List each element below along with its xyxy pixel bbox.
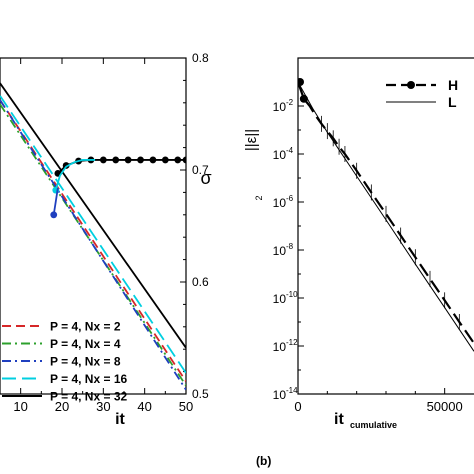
x-axis-label-a: it xyxy=(115,411,125,428)
legend-label-b: H xyxy=(448,77,458,93)
sigma-marker-a xyxy=(137,156,144,164)
y-tick-label-b: 10 xyxy=(273,196,287,210)
y-axis-subscript-b: 2 xyxy=(254,195,264,200)
x-tick-label-a: 30 xyxy=(96,399,110,414)
legend-a: P = 4, Nx = 2 P = 4, Nx = 4 P = 4, Nx = 8 P… xyxy=(2,320,127,404)
x-tick-label-b: 0 xyxy=(294,399,301,414)
series-marker-b xyxy=(298,78,304,86)
y-tick-exponent-b: -8 xyxy=(286,242,294,251)
series-line-b-H xyxy=(298,81,474,344)
series-marker-b xyxy=(299,94,308,103)
x-tick-label-a: 20 xyxy=(55,399,69,414)
sigma-line-a xyxy=(54,159,96,191)
y-right-tick-label-a: 0.8 xyxy=(192,51,209,65)
panel-label-b: (b) xyxy=(256,454,271,468)
sigma-marker-a xyxy=(62,162,70,169)
series-line-a xyxy=(0,99,186,391)
sigma-marker-a xyxy=(174,156,182,164)
legend-label-a: P = 4, Nx = 2 xyxy=(50,320,121,334)
x-tick-label-a: 40 xyxy=(137,399,151,414)
y-right-axis-label-a: σ xyxy=(200,168,211,188)
x-axis-label-b: it xyxy=(334,411,344,428)
y-right-tick-label-a: 0.7 xyxy=(192,163,209,177)
sigma-marker-a xyxy=(112,156,120,164)
series-group-a xyxy=(0,82,186,391)
legend-b: HL xyxy=(386,77,458,110)
y-tick-exponent-b: -12 xyxy=(286,338,298,347)
legend-label-a: P = 4, Nx = 4 xyxy=(50,337,121,351)
y-tick-label-b: 10 xyxy=(273,340,287,354)
y-tick-label-b: 10 xyxy=(273,244,287,258)
x-tick-label-a: 50 xyxy=(179,399,193,414)
legend-label-a: P = 4, Nx = 8 xyxy=(50,355,121,369)
series-line-a xyxy=(0,82,186,349)
y-right-tick-label-a: 0.6 xyxy=(192,275,209,289)
sigma-marker-a xyxy=(124,156,132,164)
y-tick-exponent-b: -4 xyxy=(286,146,294,155)
legend-marker-b-H xyxy=(407,81,415,89)
sigma-line-a xyxy=(52,187,59,215)
y-tick-exponent-b: -6 xyxy=(286,194,294,203)
plot-frame-a xyxy=(0,57,187,395)
x-tick-label-b: 50000 xyxy=(427,399,463,414)
y-tick-label-b: 10 xyxy=(273,388,287,402)
y-tick-exponent-b: -10 xyxy=(286,290,298,299)
y-right-tick-label-a: 0.5 xyxy=(192,387,209,401)
y-tick-label-b: 10 xyxy=(273,292,287,306)
legend-label-a: P = 4, Nx = 16 xyxy=(50,372,127,386)
sigma-marker-a xyxy=(149,156,157,164)
series-group-b xyxy=(298,78,474,352)
x-tick-label-a: 10 xyxy=(13,399,27,414)
sigma-marker-a xyxy=(99,156,107,164)
series-line-a xyxy=(0,99,186,382)
y-axis-label-b: ||ε|| xyxy=(243,129,260,151)
sigma-marker-a xyxy=(182,156,186,164)
sigma-marker-a xyxy=(161,156,169,164)
legend-label-b: L xyxy=(448,94,457,110)
x-axis-subscript-b: cumulative xyxy=(350,420,397,430)
legend-label-a: P = 4, Nx = 32 xyxy=(50,390,127,404)
y-tick-exponent-b: -2 xyxy=(286,98,294,107)
y-tick-label-b: 10 xyxy=(273,100,287,114)
series-line-a xyxy=(0,95,186,374)
y-tick-label-b: 10 xyxy=(273,148,287,162)
sigma-marker-a xyxy=(50,211,58,219)
y-tick-exponent-b: -14 xyxy=(286,386,298,395)
